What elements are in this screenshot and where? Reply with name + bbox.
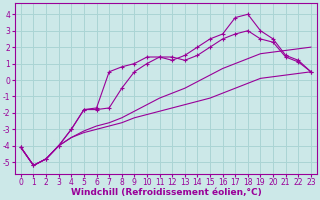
X-axis label: Windchill (Refroidissement éolien,°C): Windchill (Refroidissement éolien,°C) (70, 188, 261, 197)
